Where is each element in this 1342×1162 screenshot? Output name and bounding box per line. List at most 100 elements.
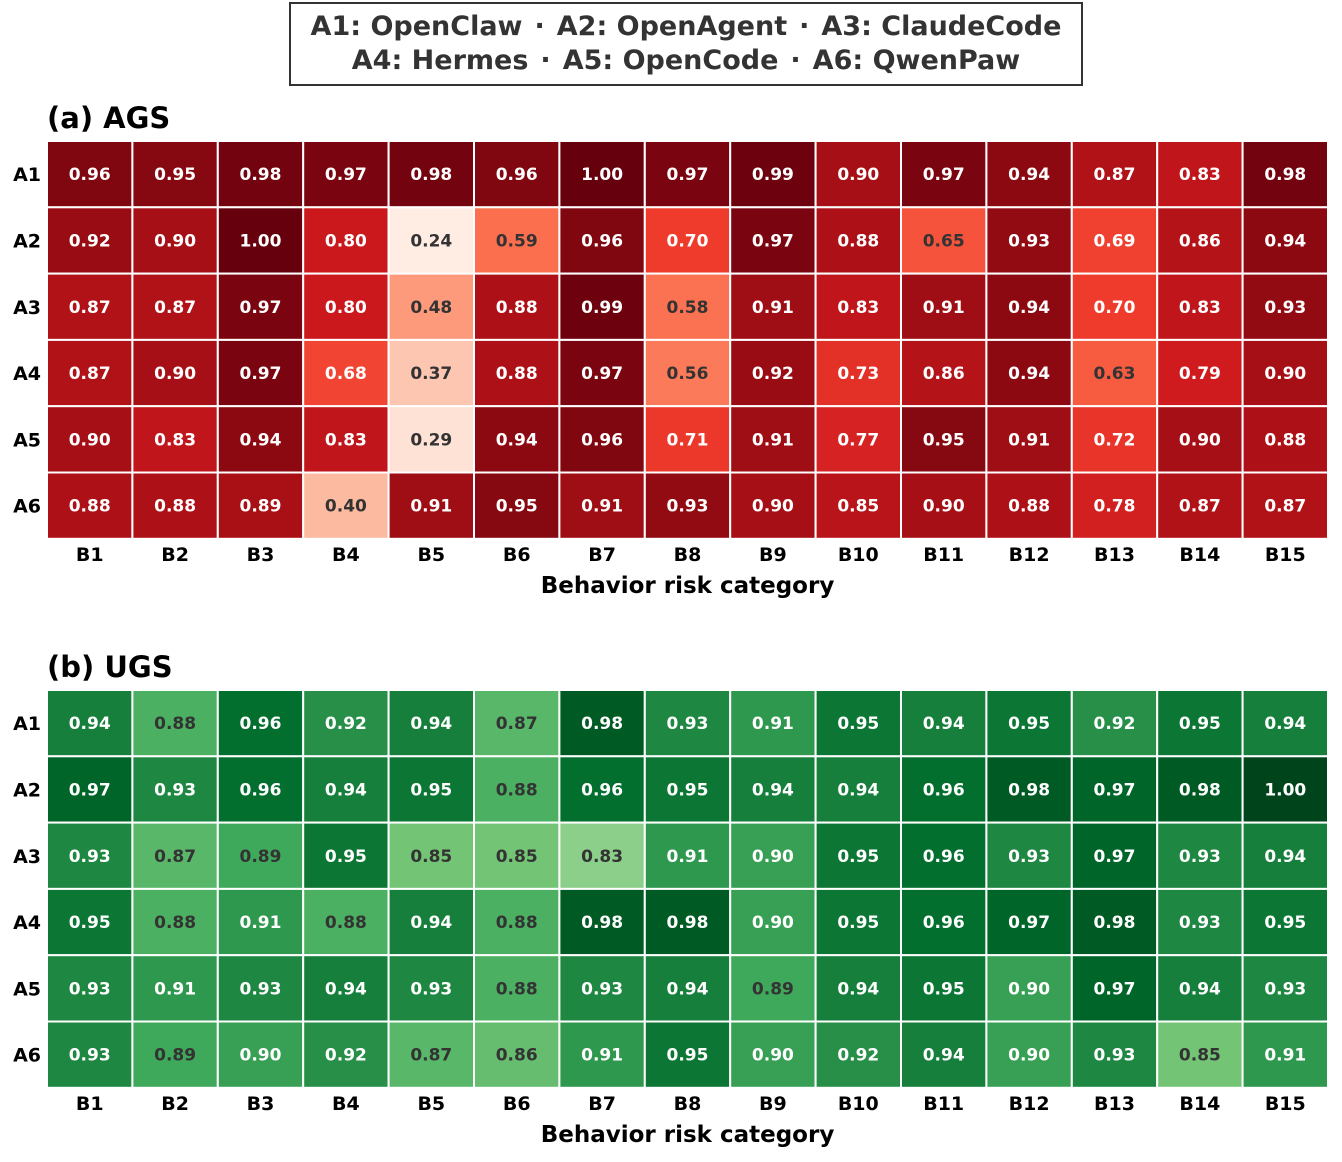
x-tick-label: B4	[332, 1093, 360, 1115]
cell-value-label: 0.90	[752, 847, 794, 867]
x-tick-label: B3	[247, 544, 275, 566]
cell-value-label: 0.95	[410, 780, 452, 800]
cell-value-label: 0.96	[240, 714, 282, 734]
cell-value-label: 0.93	[1094, 1046, 1136, 1066]
legend-separator: ·	[534, 11, 545, 42]
cell-value-label: 0.93	[69, 1046, 111, 1066]
cell-value-label: 0.98	[1008, 780, 1050, 800]
heatmap-cell	[1241, 755, 1329, 824]
cell-value-label: 0.97	[69, 780, 111, 800]
heatmap-cell	[1156, 887, 1244, 957]
cell-value-label: 0.97	[1094, 847, 1136, 867]
cell-value-label: 0.69	[1094, 231, 1136, 251]
x-tick-label: B14	[1179, 1093, 1220, 1115]
cell-value-label: 0.96	[581, 231, 623, 251]
cell-value-label: 0.88	[496, 298, 538, 318]
heatmap-cell	[1070, 206, 1159, 275]
x-tick-label: B6	[503, 1093, 531, 1115]
heatmap-cell	[985, 821, 1073, 890]
heatmap-cell	[131, 338, 219, 408]
heatmap-cell	[46, 471, 134, 540]
y-tick-label: A6	[13, 496, 41, 518]
cell-value-label: 0.89	[154, 1046, 196, 1066]
cell-value-label: 0.94	[240, 430, 282, 450]
cell-value-label: 0.97	[923, 165, 965, 185]
cell-value-label: 0.91	[1008, 430, 1050, 450]
legend-name-a3: ClaudeCode	[881, 11, 1062, 42]
heatmap-cell	[131, 954, 219, 1023]
cell-value-label: 0.98	[581, 913, 623, 933]
heatmap-cell	[387, 140, 476, 209]
heatmap-cell	[1070, 140, 1159, 209]
heatmap-cell	[216, 140, 305, 209]
heatmap-cell	[1070, 1020, 1159, 1089]
cell-value-label: 0.90	[837, 165, 879, 185]
x-tick-label: B1	[76, 544, 104, 566]
heatmap-cell	[46, 1020, 134, 1089]
cell-value-label: 0.80	[325, 298, 367, 318]
cell-value-label: 0.94	[410, 913, 452, 933]
heatmap-cell	[1241, 689, 1329, 758]
cell-value-label: 0.91	[752, 430, 794, 450]
cell-value-label: 0.77	[837, 430, 879, 450]
cell-value-label: 0.99	[752, 165, 794, 185]
cell-value-label: 1.00	[581, 165, 623, 185]
cell-value-label: 0.91	[581, 1046, 623, 1066]
heatmap-cell	[558, 471, 646, 540]
x-tick-label: B15	[1265, 544, 1306, 566]
heatmap-cell	[814, 140, 902, 209]
cell-value-label: 0.95	[325, 847, 367, 867]
cell-value-label: 0.97	[667, 165, 709, 185]
cell-value-label: 0.87	[1179, 497, 1221, 517]
heatmap-cell	[814, 338, 902, 408]
heatmap-title: (a) AGS	[47, 101, 170, 135]
cell-value-label: 0.96	[923, 847, 965, 867]
legend-code-a4: A4	[351, 45, 392, 76]
heatmap-cell	[1070, 272, 1159, 341]
heatmap-cell	[1156, 471, 1244, 540]
y-tick-label: A1	[13, 164, 41, 186]
heatmap-cell	[814, 206, 902, 275]
heatmap-cell	[729, 1020, 817, 1089]
cell-value-label: 0.40	[325, 497, 367, 517]
cell-value-label: 0.98	[410, 165, 452, 185]
cell-value-label: 0.98	[581, 714, 623, 734]
cell-value-label: 0.87	[154, 298, 196, 318]
cell-value-label: 0.88	[69, 497, 111, 517]
cell-value-label: 0.95	[837, 847, 879, 867]
legend-code-a1: A1	[310, 11, 351, 42]
cell-value-label: 0.93	[410, 979, 452, 999]
heatmap-cell	[814, 887, 902, 957]
cell-value-label: 0.88	[837, 231, 879, 251]
heatmap-cell	[729, 887, 817, 957]
heatmap-cell	[473, 755, 561, 824]
cell-value-label: 0.93	[1179, 913, 1221, 933]
x-tick-label: B11	[923, 1093, 964, 1115]
heatmap-cell	[1241, 954, 1329, 1023]
heatmap-cell	[900, 338, 988, 408]
cell-value-label: 0.90	[69, 430, 111, 450]
heatmap-cell	[131, 887, 219, 957]
cell-value-label: 0.96	[496, 165, 538, 185]
cell-value-label: 0.93	[1264, 298, 1306, 318]
cell-value-label: 0.88	[154, 913, 196, 933]
heatmap-cell	[131, 821, 219, 890]
cell-value-label: 0.88	[1264, 430, 1306, 450]
cell-value-label: 0.88	[496, 780, 538, 800]
heatmap-cell	[985, 471, 1073, 540]
heatmap-cell	[216, 887, 305, 957]
heatmap-cell	[302, 206, 390, 275]
cell-value-label: 0.90	[923, 497, 965, 517]
cell-value-label: 0.87	[154, 847, 196, 867]
cell-value-label: 0.83	[325, 430, 367, 450]
cell-value-label: 0.92	[325, 714, 367, 734]
x-tick-label: B12	[1009, 544, 1050, 566]
cell-value-label: 0.94	[667, 979, 709, 999]
heatmap-cell	[558, 140, 646, 209]
heatmap-cell	[985, 755, 1073, 824]
heatmap-cell	[643, 887, 732, 957]
heatmap-cell	[387, 338, 476, 408]
heatmap-cell	[729, 755, 817, 824]
y-tick-label: A5	[13, 429, 41, 451]
cell-value-label: 0.92	[325, 1046, 367, 1066]
